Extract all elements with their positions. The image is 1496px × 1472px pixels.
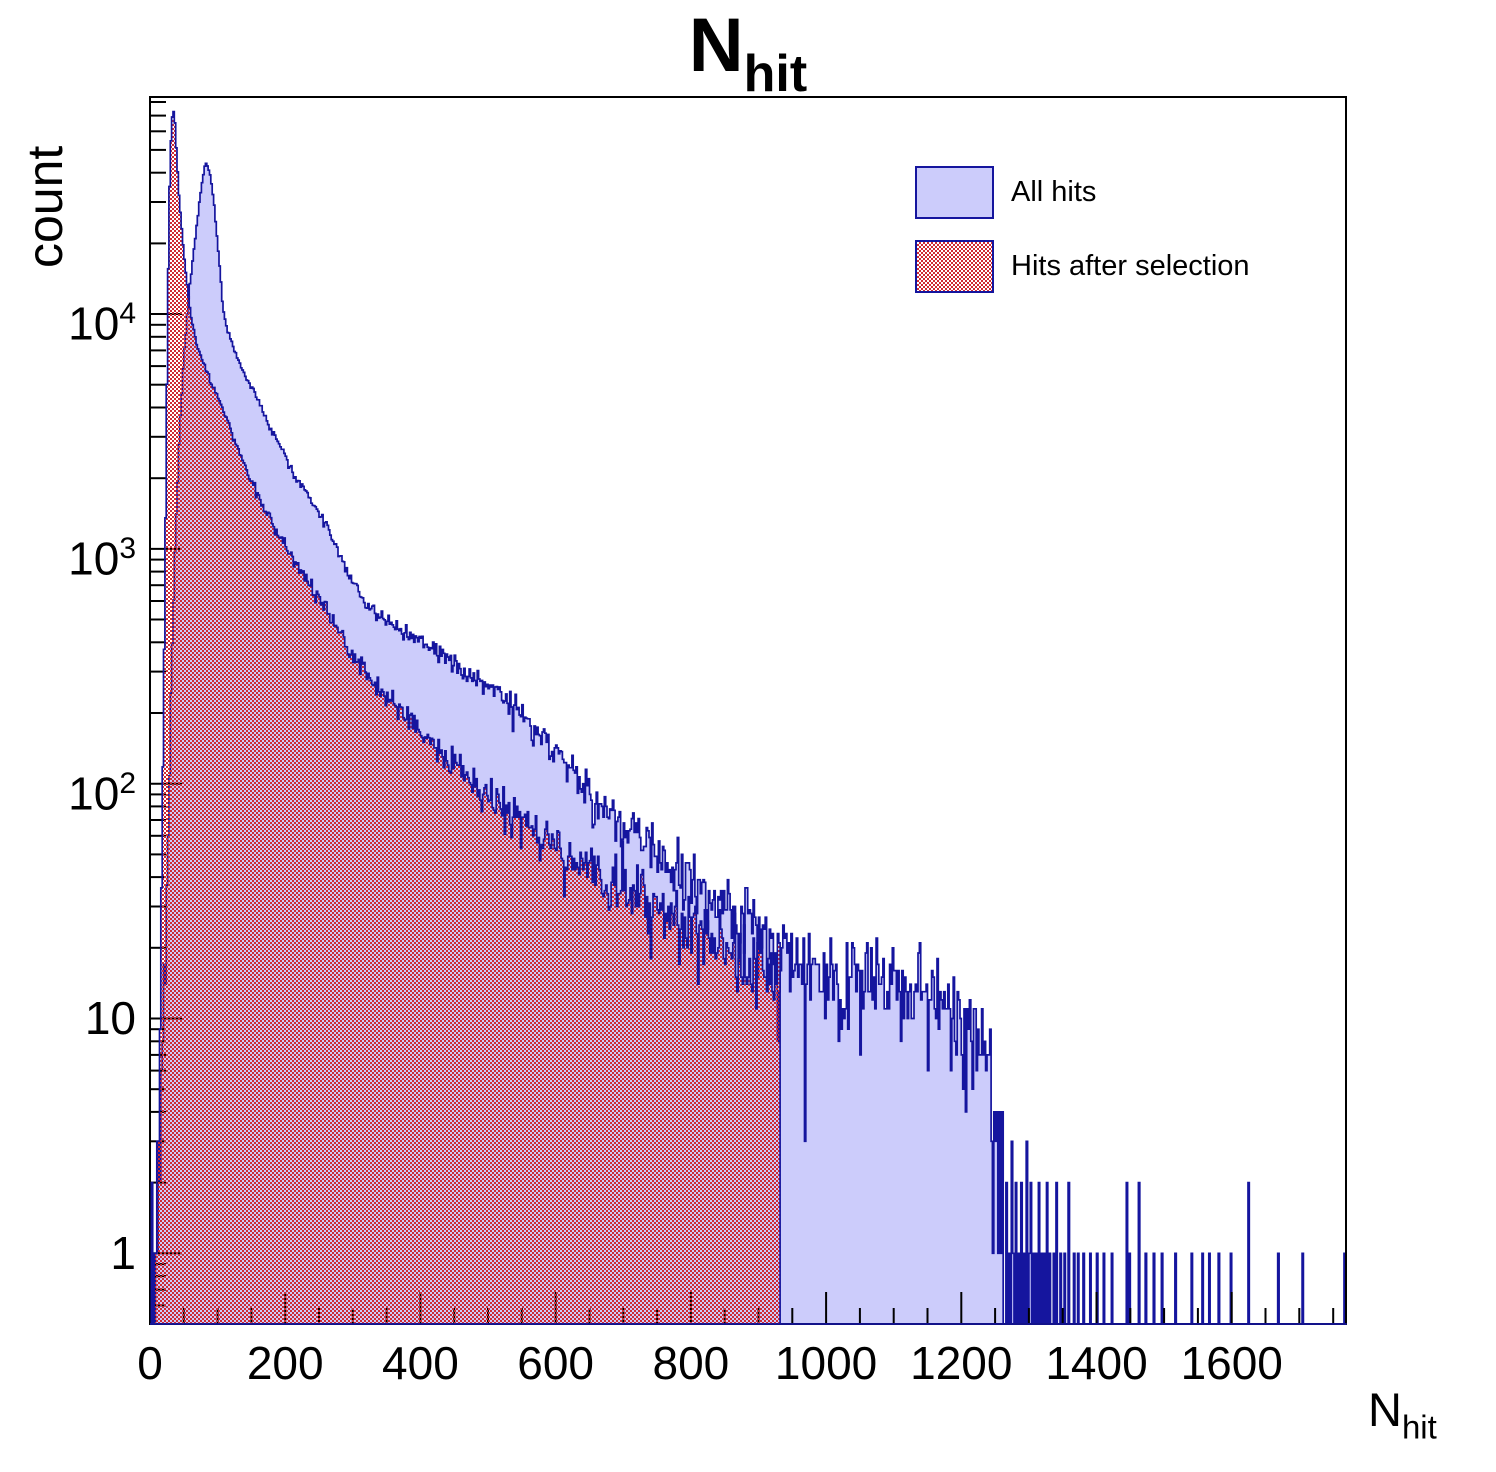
x-tick-label: 200 [246,1337,324,1389]
x-tick-label: 600 [517,1337,595,1389]
title-main: N [688,3,744,88]
legend-item: All hits [915,155,1250,229]
x-tick-label: 1000 [774,1337,878,1389]
chart-title: Nhit [0,2,1496,104]
x-tick-label: 1600 [1180,1337,1283,1389]
x-tick-label: 0 [137,1337,163,1389]
x-tick-label: 800 [652,1337,730,1389]
legend-label: Hits after selection [1011,249,1250,282]
y-tick-label: 104 [68,297,136,350]
y-tick-label: 102 [68,766,136,820]
x-tick-label: 1400 [1045,1337,1148,1389]
y-axis-title: count [17,145,73,268]
x-tick-label: 400 [382,1337,459,1389]
selection-histogram [150,110,1347,1325]
legend-item: Hits after selection [915,229,1250,303]
y-tick-label: 10 [84,992,136,1045]
legend-swatch-all-hits [915,165,994,219]
x-axis-title-subscript: hit [1401,1408,1437,1446]
x-tick-label: 1200 [910,1337,1013,1389]
x-axis-title: Nhit [1368,1382,1437,1447]
y-tick-label: 1 [110,1227,136,1280]
legend: All hits Hits after selection [915,155,1250,303]
title-subscript: hit [743,44,808,103]
legend-swatch-selection [915,239,994,293]
legend-label: All hits [1011,175,1097,208]
x-axis-title-main: N [1368,1383,1402,1436]
y-tick-label: 103 [68,531,136,585]
